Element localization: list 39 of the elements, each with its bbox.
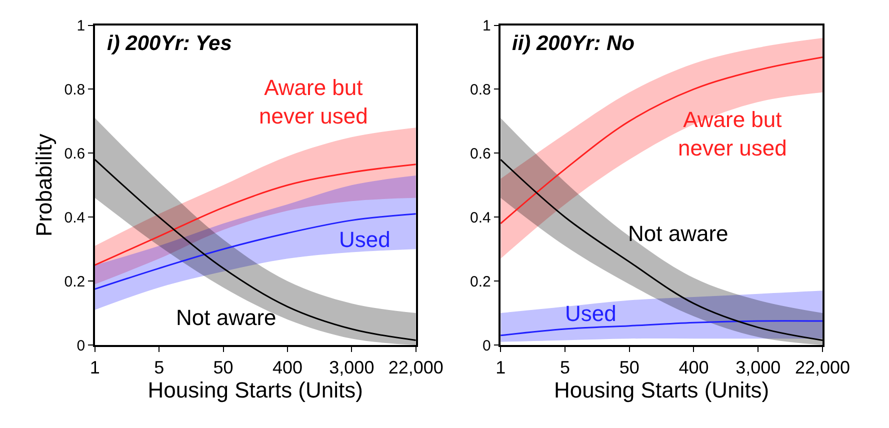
series-label: Not aware xyxy=(628,221,728,246)
x-tick-label: 22,000 xyxy=(794,357,850,378)
series-label: Not aware xyxy=(176,305,276,330)
y-tick-label: 0.8 xyxy=(64,81,86,98)
line-series xyxy=(500,320,822,336)
y-axis-title: Probability xyxy=(32,134,57,236)
x-tick-label: 50 xyxy=(213,357,234,378)
series-label: Used xyxy=(565,301,616,326)
x-tick-label: 5 xyxy=(154,357,164,378)
x-tick-label: 50 xyxy=(619,357,640,378)
x-tick-label: 1 xyxy=(496,357,506,378)
y-tick-label: 0.6 xyxy=(470,145,491,162)
y-tick-label: 0.8 xyxy=(470,81,491,98)
line-series xyxy=(500,56,822,224)
x-tick-label: 22,000 xyxy=(388,357,444,378)
y-tick-label: 1 xyxy=(76,18,86,35)
series-label: Aware but never used xyxy=(259,75,368,129)
x-tick-label: 1 xyxy=(90,357,100,378)
x-axis-title: Housing Starts (Units) xyxy=(554,377,770,402)
line-series xyxy=(94,164,416,266)
y-tick-label: 0 xyxy=(76,337,86,354)
chart-title: i) 200Yr: Yes xyxy=(107,32,232,55)
series-label: Aware but never used xyxy=(678,107,787,161)
chart-title: ii) 200Yr: No xyxy=(512,32,635,55)
x-tick-label: 400 xyxy=(272,357,303,378)
y-tick-label: 0.4 xyxy=(64,209,86,226)
x-tick-label: 3,000 xyxy=(736,357,781,378)
y-tick-label: 0 xyxy=(482,337,491,354)
x-tick-label: 5 xyxy=(560,357,570,378)
x-axis-title: Housing Starts (Units) xyxy=(148,377,363,402)
y-tick-label: 1 xyxy=(482,18,491,35)
y-tick-label: 0.2 xyxy=(64,273,86,290)
line-series xyxy=(94,213,416,290)
x-tick-label: 3,000 xyxy=(329,357,374,378)
series-label: Used xyxy=(339,227,390,252)
y-tick-label: 0.6 xyxy=(64,145,86,162)
x-tick-label: 400 xyxy=(678,357,709,378)
y-tick-label: 0.2 xyxy=(470,273,491,290)
y-tick-label: 0.4 xyxy=(470,209,491,226)
